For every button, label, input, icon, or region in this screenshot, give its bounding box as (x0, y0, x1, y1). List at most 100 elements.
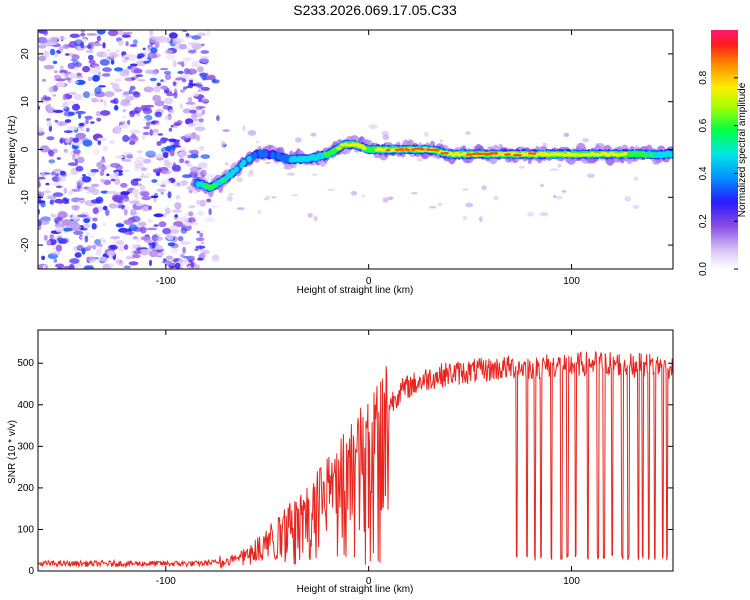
noise-speck (128, 261, 139, 266)
noise-speck (182, 246, 186, 254)
noise-speck (185, 118, 194, 125)
noise-speck (99, 59, 110, 66)
noise-speck (103, 91, 115, 98)
noise-speck (122, 91, 130, 96)
noise-speck (424, 131, 429, 137)
noise-speck (128, 224, 138, 232)
noise-speck (85, 119, 89, 125)
snr-frame (37, 329, 674, 572)
noise-speck (160, 85, 168, 90)
noise-speck (86, 33, 98, 36)
noise-speck (82, 139, 93, 147)
noise-speck (140, 236, 151, 241)
ridge-cell (270, 151, 276, 160)
noise-speck (184, 221, 191, 227)
noise-speck (43, 30, 49, 36)
noise-speck (256, 140, 259, 143)
ridge-cell (411, 148, 416, 151)
noise-speck (153, 85, 161, 93)
noise-speck (96, 35, 101, 42)
noise-speck (175, 195, 181, 200)
noise-speck (132, 254, 141, 259)
noise-speck (129, 141, 136, 145)
y-tick-label: 200 (17, 483, 34, 494)
noise-speck (130, 178, 139, 186)
noise-speck (199, 199, 206, 207)
noise-speck (71, 222, 81, 228)
noise-speck (136, 150, 144, 154)
noise-speck (199, 72, 209, 77)
noise-speck (171, 248, 179, 254)
noise-speck (38, 36, 48, 44)
noise-speck (84, 235, 89, 243)
noise-speck (463, 215, 467, 221)
noise-speck (109, 140, 115, 145)
noise-speck (73, 230, 84, 235)
noise-speck (81, 248, 86, 255)
noise-speck (182, 108, 192, 114)
noise-speck (189, 109, 197, 114)
noise-speck (148, 218, 152, 223)
noise-speck (173, 92, 178, 99)
noise-speck (155, 236, 163, 242)
noise-speck (150, 195, 159, 199)
noise-speck (242, 125, 246, 131)
noise-speck (65, 150, 69, 154)
noise-speck (165, 263, 176, 267)
noise-speck (236, 207, 245, 211)
noise-speck (177, 70, 184, 74)
noise-speck (40, 216, 51, 222)
noise-speck (249, 169, 254, 174)
noise-speck (122, 68, 130, 75)
ridge-cell (252, 152, 258, 160)
noise-speck (169, 141, 174, 146)
noise-speck (227, 195, 233, 202)
noise-speck (48, 86, 55, 93)
noise-speck (50, 212, 54, 218)
noise-speck (312, 173, 318, 176)
noise-speck (180, 61, 185, 68)
noise-speck (92, 207, 99, 215)
noise-speck (128, 89, 133, 95)
noise-speck (194, 126, 206, 132)
noise-speck (136, 237, 141, 243)
noise-speck (350, 190, 358, 196)
noise-speck (163, 70, 172, 75)
noise-speck (179, 103, 184, 110)
noise-speck (156, 141, 162, 146)
noise-speck (195, 245, 206, 249)
noise-speck (174, 262, 181, 269)
snr-series (38, 351, 673, 569)
x-tick-label: 100 (563, 576, 580, 587)
noise-speck (439, 139, 444, 143)
noise-speck (191, 60, 200, 68)
noise-speck (190, 153, 199, 159)
noise-speck (428, 205, 433, 209)
noise-speck (133, 250, 142, 255)
noise-speck (78, 122, 85, 127)
noise-speck (164, 207, 171, 215)
noise-speck (80, 32, 86, 37)
noise-speck (46, 240, 52, 246)
noise-speck (180, 74, 190, 79)
noise-speck (45, 182, 50, 186)
colorbar-tick-label: 0.6 (698, 118, 709, 132)
noise-speck (39, 145, 50, 153)
noise-speck (46, 120, 52, 128)
noise-speck (109, 173, 119, 180)
noise-speck (147, 154, 156, 158)
noise-speck (105, 209, 110, 216)
noise-speck (61, 237, 70, 244)
ridge-cell (425, 148, 431, 151)
noise-speck (188, 211, 194, 217)
noise-speck (99, 256, 108, 262)
noise-speck (62, 93, 67, 101)
noise-speck (55, 185, 63, 188)
noise-speck (162, 152, 169, 159)
noise-speck (179, 158, 185, 164)
noise-speck (204, 217, 215, 222)
noise-speck (198, 105, 206, 109)
noise-speck (53, 258, 58, 263)
noise-speck (91, 97, 98, 103)
noise-speck (121, 34, 132, 38)
